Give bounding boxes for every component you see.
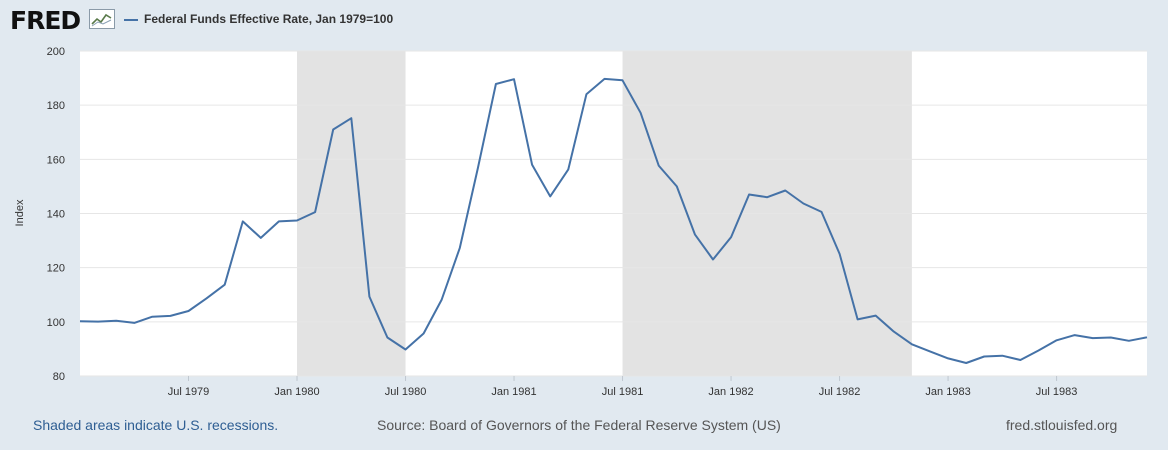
series-line[interactable] bbox=[79, 77, 1148, 364]
x-axis-ticks: Jul 1979 Jan 1980 Jul 1980 Jan 1981 Jul 1981… bbox=[168, 376, 1078, 398]
recession-note[interactable]: Shaded areas indicate U.S. recessions. bbox=[33, 417, 279, 433]
y-tick-label: 120 bbox=[47, 263, 65, 275]
fred-logo[interactable]: FRED bbox=[10, 6, 81, 35]
legend-label: Federal Funds Effective Rate, Jan 1979=1… bbox=[144, 12, 394, 26]
source-note: Source: Board of Governors of the Federa… bbox=[377, 417, 781, 433]
site-link[interactable]: fred.stlouisfed.org bbox=[1006, 417, 1118, 433]
chart-header: FRED Federal Funds Effective Rate, Jan 1… bbox=[0, 0, 1168, 40]
legend-line-swatch bbox=[124, 18, 138, 21]
x-tick-label: Jul 1982 bbox=[819, 386, 861, 398]
y-axis-label: Index bbox=[14, 199, 26, 226]
x-tick-label: Jan 1982 bbox=[708, 386, 753, 398]
y-tick-label: 80 bbox=[53, 371, 65, 383]
x-tick-label: Jan 1981 bbox=[491, 386, 536, 398]
chart-legend: Federal Funds Effective Rate, Jan 1979=1… bbox=[124, 12, 393, 26]
y-tick-label: 180 bbox=[47, 100, 65, 112]
y-tick-label: 200 bbox=[47, 46, 65, 58]
x-tick-label: Jul 1981 bbox=[602, 386, 644, 398]
y-axis-ticks: 80 100 120 140 160 180 200 bbox=[47, 46, 65, 383]
fred-chart-icon bbox=[89, 9, 115, 29]
x-tick-label: Jul 1983 bbox=[1036, 386, 1078, 398]
x-tick-label: Jan 1980 bbox=[274, 386, 319, 398]
x-tick-label: Jul 1980 bbox=[385, 386, 427, 398]
series-layer bbox=[79, 77, 1148, 364]
y-tick-label: 160 bbox=[47, 154, 65, 166]
y-tick-label: 140 bbox=[47, 209, 65, 221]
y-tick-label: 100 bbox=[47, 317, 65, 329]
x-tick-label: Jan 1983 bbox=[925, 386, 970, 398]
gridlines bbox=[80, 50, 1147, 377]
x-tick-label: Jul 1979 bbox=[168, 386, 210, 398]
